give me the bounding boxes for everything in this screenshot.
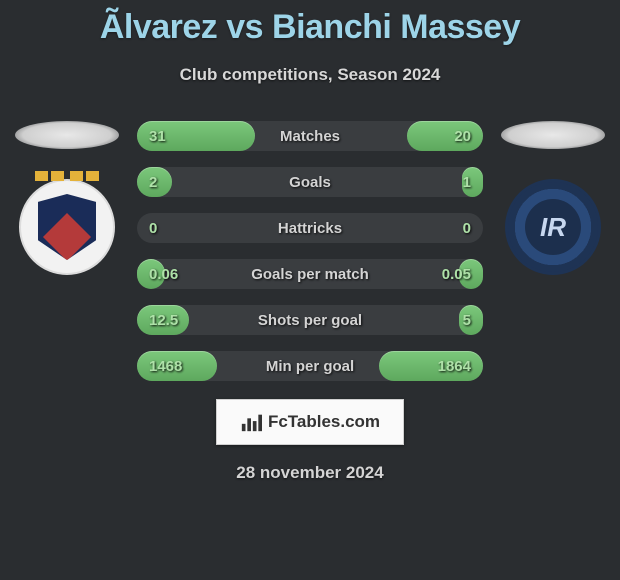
- stat-label: Goals per match: [251, 266, 369, 283]
- stat-label: Goals: [289, 174, 331, 191]
- stat-value-left: 31: [149, 128, 166, 145]
- stat-value-right: 20: [454, 128, 471, 145]
- stat-row: 0 Hattricks 0: [137, 213, 483, 243]
- right-team-column: IR: [493, 121, 613, 275]
- stat-value-right: 1864: [438, 358, 471, 375]
- team-badge-left: [19, 179, 115, 275]
- page-title: Ãlvarez vs Bianchi Massey: [0, 0, 620, 47]
- stat-value-left: 1468: [149, 358, 182, 375]
- stat-row: 0.06 Goals per match 0.05: [137, 259, 483, 289]
- stat-value-left: 0: [149, 220, 157, 237]
- stat-bar-right: [407, 121, 483, 151]
- stat-value-right: 1: [463, 174, 471, 191]
- stat-row: 12.5 Shots per goal 5: [137, 305, 483, 335]
- left-team-column: [7, 121, 127, 275]
- stat-label: Shots per goal: [258, 312, 362, 329]
- team-badge-right: IR: [505, 179, 601, 275]
- player-silhouette-right: [501, 121, 605, 149]
- stat-label: Min per goal: [266, 358, 354, 375]
- team-monogram: IR: [525, 199, 581, 255]
- stat-label: Matches: [280, 128, 340, 145]
- brand-text: FcTables.com: [268, 412, 380, 432]
- stat-value-left: 12.5: [149, 312, 178, 329]
- date-label: 28 november 2024: [0, 463, 620, 483]
- stat-value-right: 5: [463, 312, 471, 329]
- stat-row: 2 Goals 1: [137, 167, 483, 197]
- shield-icon: [38, 194, 96, 260]
- stat-row: 31 Matches 20: [137, 121, 483, 151]
- stat-value-left: 0.06: [149, 266, 178, 283]
- subtitle: Club competitions, Season 2024: [0, 65, 620, 85]
- stat-row: 1468 Min per goal 1864: [137, 351, 483, 381]
- stats-list: 31 Matches 20 2 Goals 1 0 Hattricks 0 0.06 Goals p…: [137, 121, 483, 381]
- chart-icon: [240, 411, 262, 433]
- brand-logo[interactable]: FcTables.com: [216, 399, 404, 445]
- stat-label: Hattricks: [278, 220, 342, 237]
- comparison-panel: 31 Matches 20 2 Goals 1 0 Hattricks 0 0.06 Goals p…: [0, 121, 620, 381]
- stat-value-left: 2: [149, 174, 157, 191]
- stat-value-right: 0: [463, 220, 471, 237]
- stat-value-right: 0.05: [442, 266, 471, 283]
- player-silhouette-left: [15, 121, 119, 149]
